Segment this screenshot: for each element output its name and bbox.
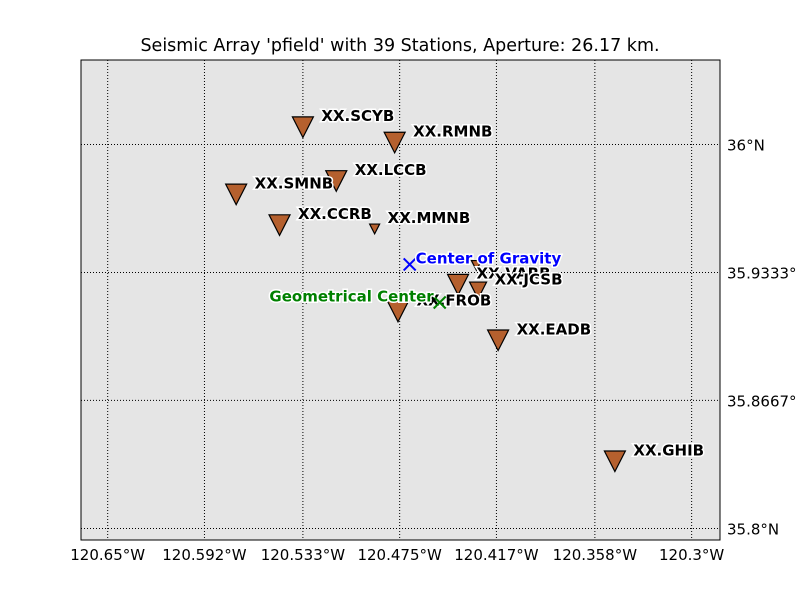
station-group: XX.MMNB — [368, 207, 472, 236]
station-group — [300, 292, 313, 305]
station-group: XX.FROB — [386, 290, 493, 324]
station-label: XX.LCCB — [355, 161, 427, 179]
x-tick-label: 120.475°W — [357, 546, 442, 564]
station-marker — [603, 450, 627, 473]
x-tick-label: 120.417°W — [454, 546, 539, 564]
y-tick-label: 36°N — [727, 136, 765, 154]
station-group: XX.SMNB — [224, 173, 335, 207]
station-marker — [468, 281, 488, 301]
station-marker — [486, 329, 510, 352]
station-marker — [470, 259, 483, 272]
chart-title: Seismic Array 'pfield' with 39 Stations,… — [140, 36, 660, 56]
station-group: XX.CCRB — [268, 204, 373, 237]
map-frame — [80, 59, 721, 541]
station-marker — [446, 273, 470, 297]
station-label: XX.VARB — [477, 265, 551, 283]
station-label: XX.SMNB — [255, 174, 334, 192]
station-label: XX.RMNB — [413, 123, 492, 141]
y-tick-label: 35.8°N — [727, 520, 779, 538]
station-marker — [224, 183, 248, 207]
station-label: XX.CCRB — [298, 205, 372, 223]
annotation-group: Geometrical Center — [268, 286, 447, 310]
y-tick-label: 35.9333° — [727, 265, 797, 283]
annotations-layer: Center of Gravity Geometrical Center — [268, 248, 563, 310]
station-marker — [383, 131, 407, 155]
axis-ticks: 120.65°W 120.592°W 120.533°W 120.475°W 120.4… — [70, 136, 796, 564]
station-group: XX.LCCB — [324, 159, 428, 193]
station-label: XX.FROB — [416, 292, 491, 310]
x-tick-label: 120.592°W — [162, 546, 247, 564]
station-label: XX.GHIB — [633, 441, 704, 459]
x-tick-label: 120.358°W — [553, 546, 638, 564]
station-marker — [300, 292, 313, 305]
station-marker — [268, 214, 292, 237]
center-marker — [402, 257, 417, 272]
station-label: XX.MMNB — [388, 209, 471, 227]
station-marker — [368, 223, 381, 236]
station-group: XX.JCSB — [468, 269, 564, 301]
y-tick-label: 35.8667° — [727, 392, 797, 410]
station-group: XX.EADB — [486, 319, 593, 352]
station-group: XX.GHIB — [603, 440, 706, 473]
station-group: XX.SCYB — [291, 106, 396, 139]
station-group: XX.VARB — [446, 263, 552, 297]
x-tick-label: 120.65°W — [70, 546, 145, 564]
center-label: Geometrical Center — [269, 287, 434, 305]
station-group: XX.RMNB — [383, 121, 494, 155]
center-label: Center of Gravity — [416, 249, 562, 267]
station-label: XX.SCYB — [321, 107, 394, 125]
station-label: XX.JCSB — [495, 270, 563, 288]
station-marker — [324, 170, 348, 193]
annotation-group: Center of Gravity — [402, 248, 563, 272]
station-marker — [291, 116, 315, 139]
x-tick-label: 120.3°W — [659, 546, 724, 564]
station-marker — [386, 300, 410, 324]
station-group — [470, 259, 483, 272]
center-marker — [433, 295, 447, 310]
stations-layer: XX.SCYB XX.RMNB XX.LCCB XX.SMNB XX.CCRB XX.MM… — [224, 106, 706, 473]
x-tick-label: 120.533°W — [261, 546, 346, 564]
station-label: XX.EADB — [517, 320, 592, 338]
grid-lines — [81, 60, 720, 540]
